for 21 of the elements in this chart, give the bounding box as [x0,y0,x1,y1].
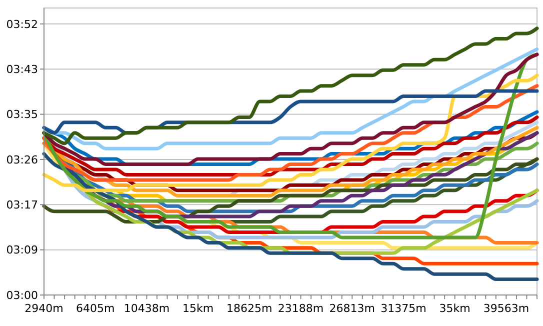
x-tick-label: 15km [182,302,214,315]
y-tick-label: 03:09 [6,244,38,257]
line-series [42,152,539,282]
x-tick-label: 39563m [483,302,530,315]
x-tick-label: 10438m [124,302,170,315]
y-tick-label: 03:26 [6,153,38,166]
x-tick-label: 31375m [380,302,426,315]
x-tick-label: 35km [439,302,470,315]
x-tick-label: 6405m [76,302,115,315]
x-tick-label: 2940m [24,302,64,315]
y-tick-label: 03:35 [6,108,38,122]
line-series [42,52,539,166]
y-tick-label: 03:52 [6,18,38,31]
y-tick-label: 03:43 [6,62,38,76]
line-series [42,74,539,192]
x-tick-label: 23188m [278,302,324,315]
line-series [42,26,539,146]
y-tick-label: 03:17 [6,198,38,212]
y-tick-label: 03:00 [6,288,38,302]
x-tick-label: 26813m [329,302,375,315]
x-tick-label: 18625m [226,302,272,315]
